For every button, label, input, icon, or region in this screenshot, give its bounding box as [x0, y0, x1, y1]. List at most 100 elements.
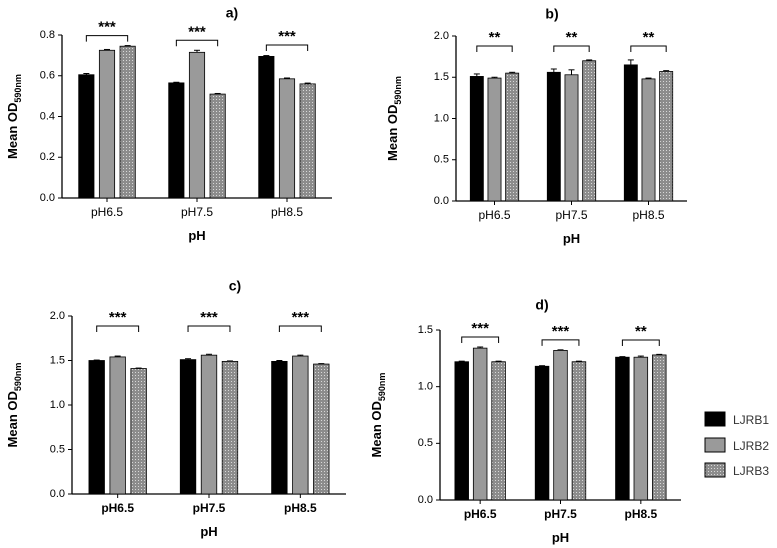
legend-swatch-ljrb3 [704, 462, 726, 478]
y-tick-label: 0.6 [40, 70, 55, 82]
y-axis-label: Mean OD590nm [369, 373, 387, 458]
bar-ljrb3 [582, 60, 597, 202]
chart-title: a) [226, 5, 238, 21]
x-tick-label: pH7.5 [544, 507, 577, 521]
significance-label: ** [489, 29, 501, 46]
y-axis-label: Mean OD590nm [5, 74, 23, 159]
bar-ljrb1 [168, 82, 185, 199]
significance-bracket [476, 45, 513, 52]
legend-label-ljrb1: LJRB1 [733, 413, 769, 427]
bar-ljrb1 [454, 361, 469, 501]
y-axis-label: Mean OD590nm [5, 363, 23, 448]
significance-label: *** [98, 19, 116, 36]
y-tick-label: 0.5 [418, 437, 433, 449]
y-tick-label: 2.0 [50, 310, 65, 322]
bar-ljrb2 [564, 74, 579, 202]
legend-label-ljrb3: LJRB3 [733, 464, 769, 478]
significance-label: ** [635, 323, 647, 340]
legend-swatch-ljrb2 [704, 437, 726, 453]
chart-panel-3: c) 0.0 0.5 1.0 1.5 2.0 Mean OD590nm *** pH6.5 ***… [5, 278, 346, 539]
y-tick-label: 0.0 [40, 192, 55, 204]
significance-bracket [553, 45, 590, 52]
x-axis-label: pH [200, 524, 217, 539]
chart-title: b) [545, 6, 558, 22]
x-tick-label: pH6.5 [464, 507, 497, 521]
x-axis-label: pH [552, 530, 569, 545]
bar-ljrb3 [221, 360, 239, 495]
x-tick-label: pH6.5 [101, 501, 134, 515]
significance-bracket [621, 339, 660, 346]
y-tick-label: 0.0 [50, 488, 65, 500]
y-tick-label: 1.5 [50, 354, 65, 366]
x-tick-label: pH8.5 [284, 501, 317, 515]
bar-ljrb3 [299, 83, 316, 199]
x-tick-label: pH8.5 [632, 208, 664, 222]
bar-ljrb3 [119, 45, 136, 199]
chart-panel-1: a) 0.0 0.2 0.4 0.6 0.8 Mean OD590nm *** pH6.5 ***… [5, 5, 332, 243]
significance-bracket [278, 325, 322, 332]
legend-label-ljrb2: LJRB2 [733, 439, 769, 453]
y-axis-label: Mean OD590nm [385, 76, 403, 161]
y-tick-label: 1.0 [418, 381, 433, 393]
bar-ljrb3 [313, 363, 330, 495]
x-tick-label: pH7.5 [555, 208, 587, 222]
x-tick-label: pH6.5 [478, 208, 510, 222]
y-tick-label: 0.0 [434, 195, 449, 207]
significance-label: ** [643, 29, 655, 46]
y-tick-label: 1.0 [50, 399, 65, 411]
legend: LJRB1 LJRB2 LJRB3 [704, 411, 769, 478]
bar-ljrb1 [78, 74, 95, 199]
significance-label: *** [200, 309, 218, 326]
bar-ljrb1 [258, 55, 275, 199]
x-tick-label: pH8.5 [271, 205, 303, 219]
y-tick-label: 0.5 [50, 443, 65, 455]
significance-label: *** [188, 23, 206, 40]
bar-ljrb3 [130, 368, 147, 495]
bar-ljrb2 [98, 49, 116, 199]
legend-item-ljrb3: LJRB3 [704, 462, 769, 478]
x-tick-label: pH7.5 [193, 501, 226, 515]
y-tick-label: 0.4 [40, 110, 55, 122]
bar-ljrb2 [109, 356, 126, 495]
y-tick-label: 1.5 [418, 324, 433, 336]
y-tick-label: 0.0 [418, 494, 433, 506]
significance-bracket [187, 325, 231, 332]
chart-title: c) [229, 278, 241, 294]
y-tick-label: 0.5 [434, 154, 449, 166]
bar-ljrb1 [88, 360, 105, 495]
y-tick-label: 1.0 [434, 112, 449, 124]
chart-panel-2: b) 0.0 0.5 1.0 1.5 2.0 Mean OD590nm ** pH6.5 ** pH… [385, 6, 687, 246]
bar-ljrb1 [546, 71, 561, 202]
bar-ljrb2 [278, 78, 296, 199]
significance-bracket [461, 336, 500, 343]
y-tick-label: 0.8 [40, 29, 55, 41]
bar-ljrb2 [200, 354, 218, 495]
significance-label: ** [566, 29, 578, 46]
significance-bracket [265, 44, 309, 51]
significance-bracket [96, 325, 140, 332]
bar-ljrb2 [553, 349, 568, 501]
significance-bracket [85, 35, 129, 42]
y-tick-label: 1.5 [434, 71, 449, 83]
legend-item-ljrb1: LJRB1 [704, 411, 769, 427]
x-axis-label: pH [188, 228, 205, 243]
bar-ljrb3 [491, 361, 506, 501]
chart-panel-4: d) 0.0 0.5 1.0 1.5 Mean OD590nm *** pH6.5 *** pH7… [369, 297, 681, 545]
significance-bracket [175, 39, 219, 47]
x-tick-label: pH7.5 [181, 205, 213, 219]
bar-ljrb3 [505, 72, 520, 202]
bar-ljrb3 [652, 354, 667, 501]
bar-ljrb1 [534, 365, 550, 501]
bar-ljrb2 [292, 355, 309, 495]
x-tick-label: pH8.5 [624, 507, 657, 521]
x-axis-label: pH [563, 231, 580, 246]
bar-ljrb3 [659, 71, 674, 202]
y-tick-label: 0.2 [40, 151, 55, 163]
bar-ljrb1 [615, 356, 630, 501]
bar-ljrb1 [623, 64, 638, 202]
bar-ljrb2 [487, 77, 502, 202]
bar-ljrb1 [179, 359, 197, 495]
significance-label: *** [278, 28, 296, 45]
bar-ljrb3 [209, 93, 226, 199]
